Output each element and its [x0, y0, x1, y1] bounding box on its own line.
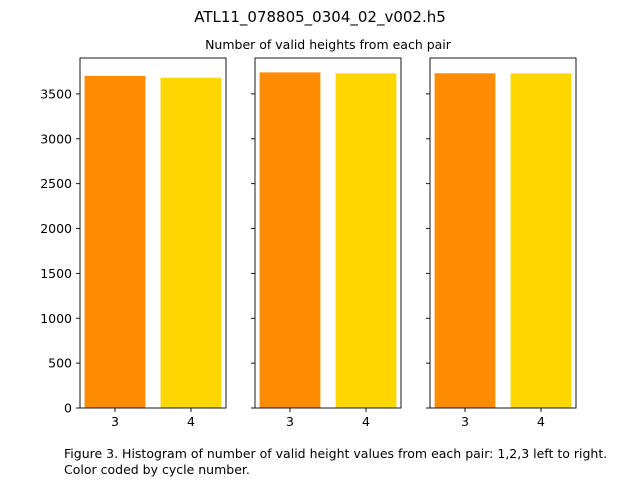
x-tick-label: 4: [537, 414, 545, 429]
y-tick-label: 1500: [40, 266, 72, 281]
y-tick-label: 0: [64, 401, 72, 416]
subplot-pair-1: 3 4 0 500 1000 1500 2000 2500 3000 3500: [40, 57, 227, 429]
bar-cycle-4: [160, 77, 222, 408]
axes-frame: [429, 57, 577, 409]
bar-cycle-3: [84, 75, 146, 409]
y-tick-label: 500: [48, 356, 72, 371]
x-tick-label: 4: [187, 414, 195, 429]
figure-caption: Figure 3. Histogram of number of valid h…: [64, 446, 608, 477]
figure-suptitle: ATL11_078805_0304_02_v002.h5: [194, 8, 446, 27]
y-tick-label: 2000: [40, 221, 72, 236]
y-tick-label: 2500: [40, 176, 72, 191]
x-tick-label: 3: [111, 414, 119, 429]
axes-frame: [254, 57, 402, 409]
y-tick-label: 3000: [40, 131, 72, 146]
y-tick-label: 1000: [40, 311, 72, 326]
x-tick-label: 4: [362, 414, 370, 429]
axes-frame: [79, 57, 227, 409]
bar-cycle-4: [335, 73, 397, 409]
bar-cycle-3: [259, 72, 321, 409]
x-tick-label: 3: [286, 414, 294, 429]
y-tick-label: 3500: [40, 86, 72, 101]
bar-cycle-4: [510, 73, 572, 409]
figure-title: Number of valid heights from each pair: [205, 37, 452, 52]
bar-cycle-3: [434, 73, 496, 409]
x-tick-label: 3: [461, 414, 469, 429]
